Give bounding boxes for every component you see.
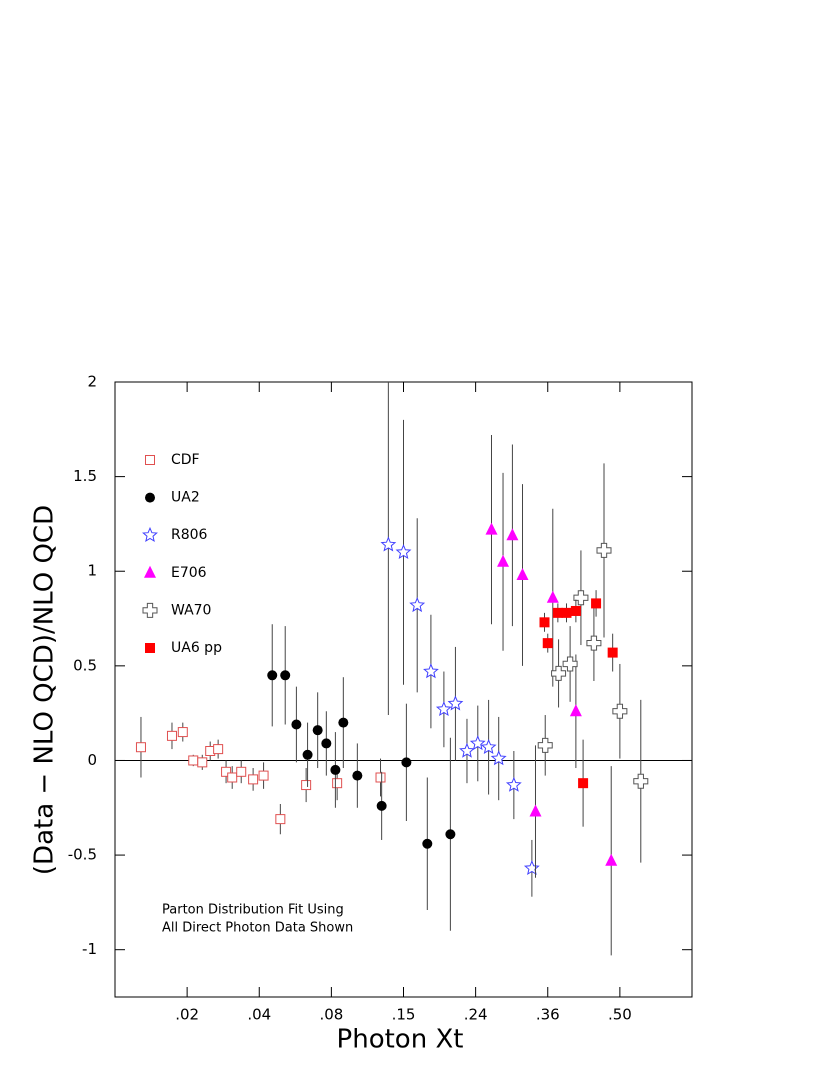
marker [578,778,589,789]
marker [506,528,519,541]
marker [213,744,224,755]
marker [267,670,278,681]
marker [142,602,158,618]
y-tick-label: 2 [87,373,97,391]
marker [142,526,158,542]
marker [275,814,286,825]
marker [435,701,452,717]
marker [569,704,582,717]
marker [338,717,349,728]
marker [516,568,529,581]
marker [505,776,522,792]
marker [570,605,581,616]
annotation: All Direct Photon Data Shown [162,921,353,936]
marker [395,544,412,560]
y-tick-label: 1 [87,562,97,580]
marker [197,757,208,768]
marker [380,536,397,552]
marker [376,800,387,811]
legend-label: WA70 [171,602,211,618]
marker [591,598,602,609]
marker [135,742,146,753]
marker [280,670,291,681]
marker [221,766,232,777]
y-axis-label: (Data − NLO QCD)/NLO QCD [30,505,60,875]
marker [612,703,628,719]
marker [459,742,475,758]
legend-label: UA6 pp [171,640,222,656]
marker [480,738,497,754]
y-tick-label: -0.5 [68,846,97,864]
marker [145,492,155,503]
marker [301,780,312,791]
marker [497,554,510,567]
x-tick-label: .08 [319,1006,343,1024]
marker [423,663,439,679]
y-tick-label: 0.5 [73,656,97,674]
marker [332,778,343,789]
annotation: Parton Distribution Fit Using [162,903,344,918]
x-tick-label: .24 [464,1006,488,1024]
marker [445,829,456,840]
y-tick-label: -1 [82,940,97,958]
marker [248,774,259,785]
legend-label: UA2 [171,490,200,506]
marker [166,730,177,741]
marker [145,643,155,653]
marker [539,617,550,628]
marker [469,735,486,751]
marker [177,727,188,738]
y-tick-label: 0 [87,751,97,769]
x-tick-label: .50 [608,1006,632,1024]
marker [401,757,412,768]
marker [490,750,507,766]
marker [523,859,540,876]
marker [551,665,567,681]
legend-label: R806 [171,527,208,543]
marker [561,607,572,618]
x-tick-label: .04 [247,1006,271,1024]
marker [144,565,156,578]
marker [586,635,602,651]
marker [330,764,341,775]
x-axis-label: Photon Xt [337,1025,464,1055]
marker [537,737,553,753]
marker [227,772,238,783]
marker [573,590,589,606]
marker [188,755,199,766]
marker [562,656,578,672]
marker [542,638,553,649]
marker [633,773,649,789]
marker [607,647,618,658]
legend-label: CDF [171,452,200,468]
marker [302,749,313,760]
marker [352,770,363,781]
marker [145,455,155,465]
marker [321,738,332,749]
marker [312,725,323,736]
marker [605,853,618,866]
marker [375,772,386,783]
marker [291,719,302,730]
marker [447,695,464,711]
marker [422,838,433,849]
x-tick-label: .02 [175,1006,199,1024]
marker [236,766,247,777]
marker [552,607,563,618]
legend-label: E706 [171,565,207,581]
marker [409,597,426,613]
marker [485,522,498,535]
marker [546,590,559,603]
y-tick-label: 1.5 [73,467,97,485]
x-tick-label: .15 [392,1006,416,1024]
marker [596,542,612,558]
marker [258,770,269,781]
x-tick-label: .36 [536,1006,560,1024]
marker [529,804,542,817]
